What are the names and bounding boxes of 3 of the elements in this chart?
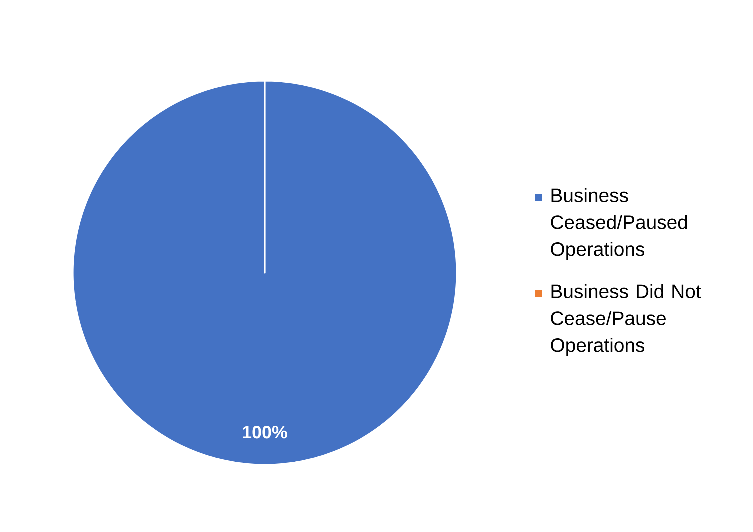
legend-label: Business Ceased/Paused Operations — [551, 188, 688, 260]
data-label: 100% — [243, 426, 288, 439]
legend-label: Business Did Not Cease/Pause Operations — [551, 284, 702, 356]
